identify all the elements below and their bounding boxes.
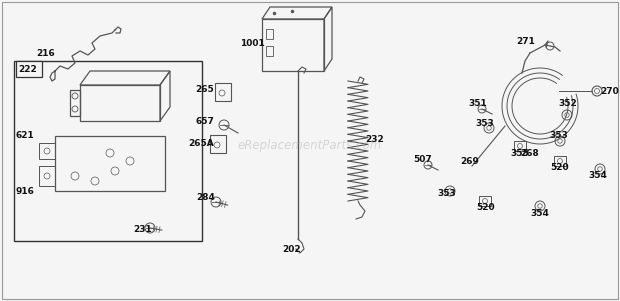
Text: 520: 520: [550, 163, 569, 172]
Text: eReplacementParts.com: eReplacementParts.com: [238, 139, 382, 153]
Text: 355: 355: [510, 148, 529, 157]
Text: 507: 507: [413, 154, 432, 163]
Bar: [80, 85, 160, 121]
Text: 269: 269: [460, 157, 479, 166]
Bar: [210, 135, 226, 153]
Text: 354: 354: [530, 209, 549, 218]
Bar: [215, 83, 231, 101]
Text: 353: 353: [475, 119, 494, 129]
Bar: [14, 61, 202, 241]
Text: 231: 231: [133, 225, 152, 234]
Text: 271: 271: [516, 36, 535, 45]
Text: 284: 284: [196, 194, 215, 203]
Text: 268: 268: [520, 148, 539, 157]
Bar: [262, 19, 324, 71]
Text: 1001: 1001: [240, 39, 265, 48]
Bar: [39, 166, 55, 186]
Text: 354: 354: [588, 172, 607, 181]
Text: 216: 216: [36, 48, 55, 57]
Bar: [554, 156, 566, 166]
Bar: [55, 136, 165, 191]
Text: 232: 232: [365, 135, 384, 144]
Text: 352: 352: [558, 100, 577, 108]
Text: 265: 265: [195, 85, 214, 95]
Text: 270: 270: [600, 86, 619, 95]
Bar: [266, 29, 273, 39]
Bar: [514, 141, 526, 151]
Text: 916: 916: [15, 187, 34, 196]
Bar: [266, 46, 273, 56]
Text: 265A: 265A: [188, 139, 214, 148]
Text: 353: 353: [437, 190, 456, 198]
Text: 353: 353: [549, 131, 568, 139]
Text: 621: 621: [15, 132, 33, 141]
Text: 351: 351: [468, 98, 487, 107]
Text: 657: 657: [196, 117, 215, 126]
Bar: [479, 196, 491, 206]
Text: 520: 520: [476, 203, 495, 213]
FancyBboxPatch shape: [16, 61, 42, 77]
Text: 202: 202: [282, 244, 301, 253]
Text: 222: 222: [18, 64, 37, 73]
Bar: [39, 143, 55, 159]
